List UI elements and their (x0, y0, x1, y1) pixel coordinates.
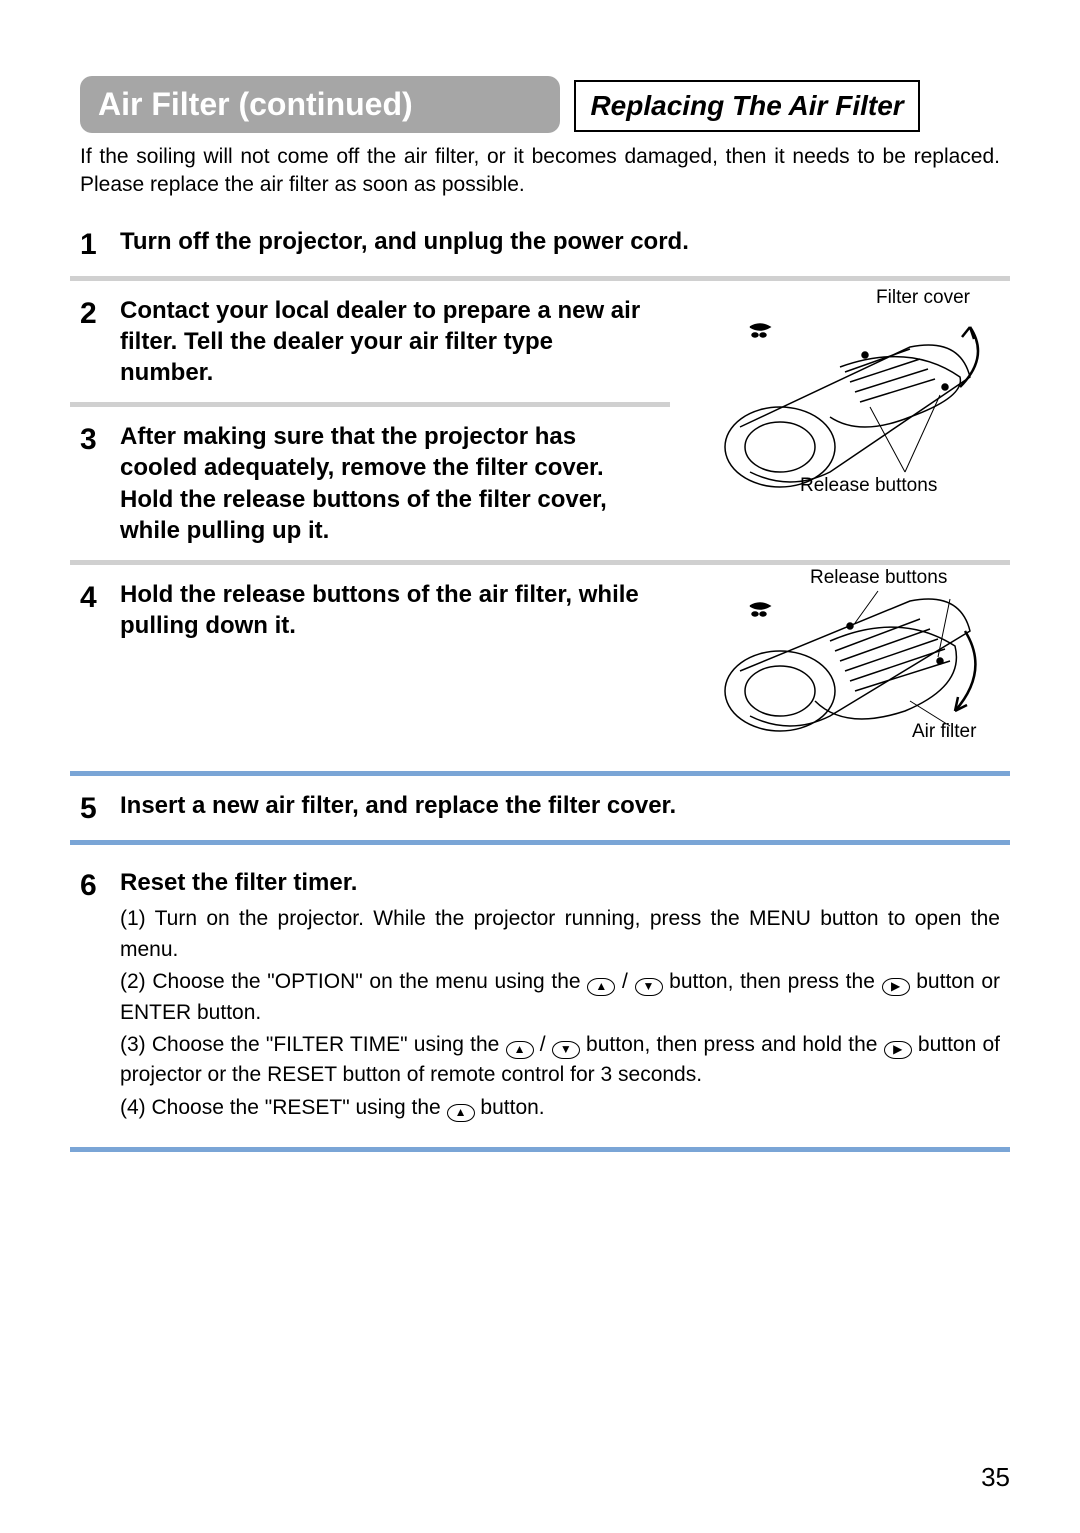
label-release-buttons-2: Release buttons (810, 567, 947, 589)
step-6: 6 Reset the filter timer. (1) Turn on th… (70, 859, 1010, 1133)
divider-blue (70, 840, 1010, 845)
step-title: After making sure that the projector has… (120, 421, 650, 546)
step-5: 5 Insert a new air filter, and replace t… (70, 790, 1010, 826)
step-number: 1 (80, 228, 97, 261)
step-title: Insert a new air filter, and replace the… (120, 790, 1000, 821)
step-2: 2 Contact your local dealer to prepare a… (70, 287, 690, 397)
step-number-cell: 1 (70, 226, 120, 262)
divider-grey (70, 276, 1010, 281)
step-title: Turn off the projector, and unplug the p… (120, 226, 1000, 257)
label-filter-cover: Filter cover (876, 287, 970, 309)
step-number: 2 (80, 297, 97, 330)
down-button-icon: ▼ (552, 1041, 580, 1059)
step-6-sub-2: (2) Choose the "OPTION" on the menu usin… (120, 967, 1000, 1028)
step-group-2-3: 2 Contact your local dealer to prepare a… (70, 287, 1010, 554)
step-4: 4 Hold the release buttons of the air fi… (70, 571, 690, 649)
step-title: Hold the release buttons of the air filt… (120, 579, 650, 641)
illustration-air-filter: Release buttons (690, 571, 1010, 757)
illustration-filter-cover: Filter cover Releas (690, 287, 1010, 554)
right-button-icon: ▶ (884, 1041, 912, 1059)
step-1: 1 Turn off the projector, and unplug the… (70, 218, 1010, 270)
step-6-sub-3: (3) Choose the "FILTER TIME" using the ▲… (120, 1030, 1000, 1091)
page-number: 35 (981, 1462, 1010, 1493)
step-number: 4 (80, 581, 97, 614)
divider-blue (70, 771, 1010, 776)
step-title: Contact your local dealer to prepare a n… (120, 295, 650, 389)
up-button-icon: ▲ (587, 978, 615, 996)
step-group-4: 4 Hold the release buttons of the air fi… (70, 571, 1010, 757)
step-text-col: 2 Contact your local dealer to prepare a… (70, 287, 690, 554)
step-6-sub-1: (1) Turn on the projector. While the pro… (120, 904, 1000, 965)
up-button-icon: ▲ (506, 1041, 534, 1059)
divider-grey (70, 560, 1010, 565)
intro-paragraph: If the soiling will not come off the air… (80, 143, 1000, 200)
step-title: Reset the filter timer. (120, 867, 1000, 898)
section-tab: Air Filter (continued) (80, 76, 560, 133)
up-button-icon: ▲ (447, 1104, 475, 1122)
projector-cover-svg (710, 287, 1010, 507)
step-6-sub-4: (4) Choose the "RESET" using the ▲ butto… (120, 1093, 1000, 1123)
right-button-icon: ▶ (882, 978, 910, 996)
step-body: Turn off the projector, and unplug the p… (120, 226, 1010, 257)
label-release-buttons: Release buttons (800, 475, 937, 497)
step-3: 3 After making sure that the projector h… (70, 413, 690, 554)
sub-heading: Replacing The Air Filter (590, 90, 903, 121)
step-number: 3 (80, 423, 97, 456)
step-6-sub-list: (1) Turn on the projector. While the pro… (120, 904, 1000, 1123)
sub-heading-box: Replacing The Air Filter (574, 80, 919, 132)
step-number: 5 (80, 792, 97, 825)
label-air-filter: Air filter (912, 721, 976, 743)
step-number: 6 (80, 869, 97, 902)
down-button-icon: ▼ (635, 978, 663, 996)
page: Air Filter (continued) Replacing The Air… (0, 0, 1080, 1533)
divider-blue (70, 1147, 1010, 1152)
divider-grey (70, 402, 670, 407)
